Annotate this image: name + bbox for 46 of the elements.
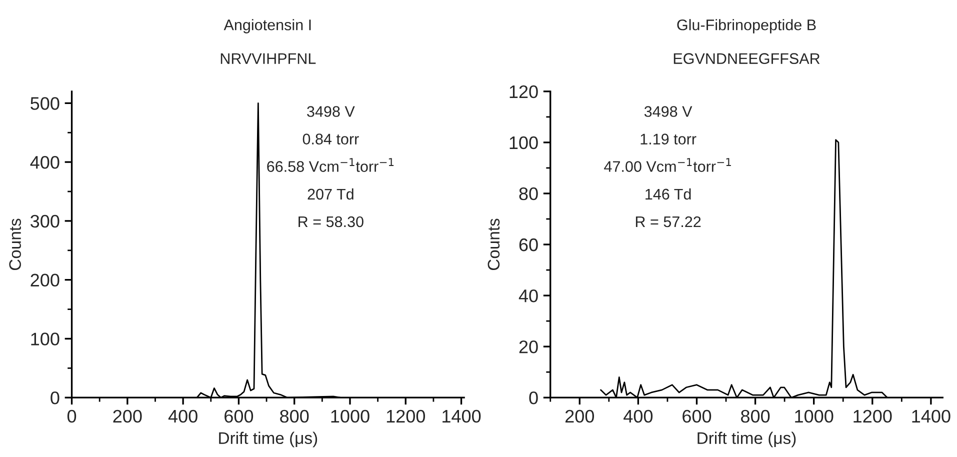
y-tick-label: 400 bbox=[30, 156, 60, 169]
x-axis-title: Drift time (μs) bbox=[698, 432, 796, 448]
x-tick-label: 0 bbox=[67, 410, 76, 423]
x-tick-label: 400 bbox=[624, 410, 653, 423]
y-tick-label: 0 bbox=[50, 392, 60, 404]
annotation: 146 Td bbox=[646, 188, 691, 200]
x-tick-label: 200 bbox=[565, 410, 594, 423]
annotation: R = 58.30 bbox=[298, 216, 364, 228]
y-tick-label: 0 bbox=[529, 392, 538, 404]
x-tick-label: 600 bbox=[224, 410, 254, 423]
x-tick-label: 1200 bbox=[854, 410, 892, 423]
x-tick-label: 600 bbox=[682, 410, 712, 423]
y-tick-label: 500 bbox=[30, 97, 60, 110]
annotation: 66.58 Vcm$^{−1}$torr$^{−1}$ bbox=[267, 158, 394, 172]
x-tick-label: 400 bbox=[168, 410, 198, 423]
x-tick-label: 1200 bbox=[386, 410, 426, 423]
annotation: 3498 V bbox=[307, 106, 355, 117]
x-tick-label: 800 bbox=[280, 410, 309, 423]
chart-subtitle: EGVNDNEEGFFSAR bbox=[674, 53, 820, 64]
y-tick-label: 120 bbox=[510, 85, 538, 98]
annotation: 207 Td bbox=[308, 188, 354, 200]
chart-title: Glu-Fibrinopeptide B bbox=[677, 19, 816, 34]
y-tick-label: 200 bbox=[30, 274, 60, 287]
y-tick-label: 20 bbox=[519, 340, 538, 354]
x-tick-label: 1000 bbox=[795, 410, 834, 423]
y-tick-label: 300 bbox=[30, 214, 60, 228]
x-tick-label: 1000 bbox=[331, 410, 370, 423]
chart-title: Angiotensin I bbox=[224, 19, 311, 34]
annotation: 47.00 Vcm$^{−1}$torr$^{−1}$ bbox=[604, 158, 731, 172]
y-tick-label: 100 bbox=[510, 136, 538, 150]
y-tick-label: 60 bbox=[519, 238, 538, 252]
x-tick-label: 800 bbox=[741, 410, 770, 423]
y-tick-label: 40 bbox=[518, 289, 538, 302]
y-tick-label: 80 bbox=[519, 187, 538, 200]
y-axis-title: Counts bbox=[9, 218, 21, 270]
y-tick-label: 100 bbox=[31, 332, 60, 346]
x-tick-label: 200 bbox=[113, 410, 142, 423]
x-tick-label: 1400 bbox=[912, 410, 950, 423]
chart-subtitle: NRVVIHPFNL bbox=[220, 53, 316, 64]
annotation: 0.84 torr bbox=[302, 134, 359, 144]
annotation: 3498 V bbox=[644, 106, 692, 117]
annotation: R = 57.22 bbox=[636, 216, 701, 228]
y-axis-title: Counts bbox=[488, 218, 500, 270]
annotation: 1.19 torr bbox=[640, 134, 696, 144]
x-tick-label: 1400 bbox=[442, 410, 481, 423]
x-axis-title: Drift time (μs) bbox=[219, 432, 318, 448]
